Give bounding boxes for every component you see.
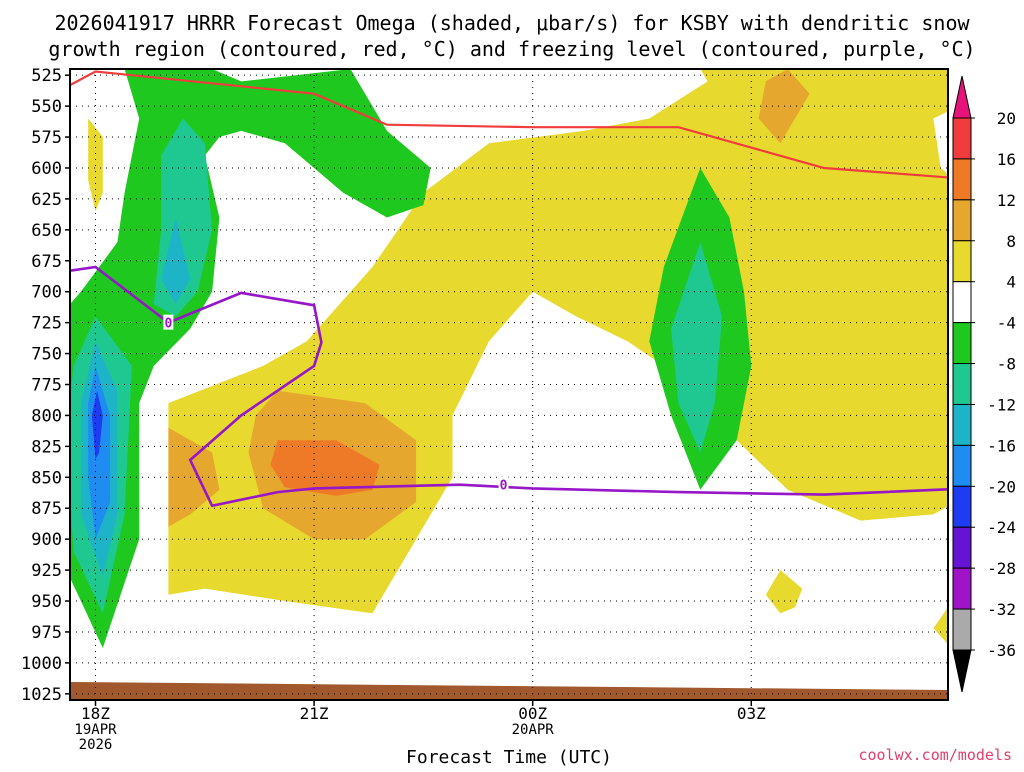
colorbar-swatch-6 <box>952 363 972 405</box>
colorbar-swatch-11 <box>952 567 972 610</box>
y-tick-label-525: 525 <box>31 66 62 86</box>
colorbar-label-2: 12 <box>997 191 1016 210</box>
y-tick-label-625: 625 <box>31 190 62 210</box>
freezing-label-bg-1 <box>498 476 509 492</box>
gridlines <box>70 69 948 700</box>
omega-fill-4-3 <box>765 570 803 614</box>
colorbar-swatch-8 <box>952 444 972 487</box>
y-tick-label-925: 925 <box>31 561 62 581</box>
omega-fill--20-24 <box>91 390 103 459</box>
colorbar-label-3: 8 <box>1006 232 1016 251</box>
chart-title-line2: growth region (contoured, red, °C) and f… <box>48 37 975 61</box>
x-tick-label-6-0: 00Z <box>518 704 547 723</box>
colorbar-swatch-3 <box>952 240 972 283</box>
y-tick-label-650: 650 <box>31 221 62 241</box>
colorbar-swatch-9 <box>952 485 972 528</box>
x-tick-label-6-1: 20APR <box>512 722 555 738</box>
y-tick-label-750: 750 <box>31 345 62 365</box>
y-tick-label-675: 675 <box>31 252 62 272</box>
y-tick-label-1025: 1025 <box>21 685 62 705</box>
y-tick-label-825: 825 <box>31 437 62 457</box>
colorbar-label-7: -12 <box>987 395 1016 414</box>
colorbar-label-4: 4 <box>1006 273 1016 292</box>
colorbar-bottom-arrow <box>952 649 972 693</box>
y-tick-label-700: 700 <box>31 283 62 303</box>
colorbar-label-8: -16 <box>987 436 1016 455</box>
terrain <box>70 682 948 700</box>
x-tick-label-0-2: 2026 <box>79 737 113 753</box>
colorbar-swatch-12 <box>952 608 972 651</box>
terrain-band <box>70 682 948 700</box>
colorbar-label-1: 16 <box>997 150 1016 169</box>
y-tick-label-800: 800 <box>31 406 62 426</box>
colorbar-swatch-2 <box>952 199 972 242</box>
colorbar-top-arrow <box>952 75 972 119</box>
freezing-label-bg-0 <box>163 314 174 330</box>
y-tick-label-875: 875 <box>31 499 62 519</box>
chart-title-line1: 2026041917 HRRR Forecast Omega (shaded, … <box>54 11 970 35</box>
omega-fill-8-5 <box>168 427 220 527</box>
freezing-level-contour <box>70 265 948 508</box>
credit-text: coolwx.com/models <box>858 746 1012 764</box>
x-tick-label-0-1: 19APR <box>74 722 117 738</box>
y-tick-label-975: 975 <box>31 623 62 643</box>
y-axis: 525 550 575 600 625 650 675 700 725 750 775 800 825 8… <box>21 66 70 705</box>
x-axis-label: Forecast Time (UTC) <box>406 747 612 768</box>
colorbar-label-6: -8 <box>997 355 1016 374</box>
freezing-level-label-0: 0 <box>164 317 172 332</box>
x-tick-label-9-0: 03Z <box>737 704 766 723</box>
omega-fill--4-10 <box>70 69 431 648</box>
y-tick-label-775: 775 <box>31 376 62 396</box>
y-tick-label-600: 600 <box>31 159 62 179</box>
y-tick-label-850: 850 <box>31 468 62 488</box>
y-tick-label-900: 900 <box>31 530 62 550</box>
colorbar-swatch-1 <box>952 158 972 201</box>
colorbar-label-11: -28 <box>987 559 1016 578</box>
omega-fill-4-2 <box>88 118 103 212</box>
x-tick-label-3-0: 21Z <box>300 704 329 723</box>
colorbar-swatch-4 <box>952 281 972 324</box>
colorbar-swatch-7 <box>952 403 972 446</box>
y-tick-label-550: 550 <box>31 97 62 117</box>
colorbar-label-9: -20 <box>987 477 1016 496</box>
snow-growth-contour <box>70 70 948 179</box>
omega-fill--8-16 <box>671 242 723 453</box>
colorbar-swatch-5 <box>952 322 972 365</box>
omega-fill-4-4 <box>933 607 948 645</box>
colorbar-label-12: -32 <box>987 600 1016 619</box>
colorbar-label-0: 20 <box>997 109 1016 128</box>
colorbar-label-10: -24 <box>987 518 1016 537</box>
y-tick-label-1000: 1000 <box>21 654 62 674</box>
x-tick-label-0-0: 18Z <box>81 704 110 723</box>
contour-lines: 00 <box>70 70 948 508</box>
colorbar-label-5: -4 <box>997 314 1016 333</box>
omega-fill-12-9 <box>270 440 380 496</box>
y-tick-label-575: 575 <box>31 128 62 148</box>
y-tick-label-950: 950 <box>31 592 62 612</box>
colorbar: 20 16 12 8 4 -4 -8 -12 -16 -20 -24 -28 -32 -36 <box>952 75 1016 693</box>
colorbar-swatch-0 <box>952 117 972 160</box>
colorbar-swatch-10 <box>952 526 972 569</box>
omega-fill--12-19 <box>161 217 191 305</box>
y-tick-label-725: 725 <box>31 314 62 334</box>
colorbar-label-13: -36 <box>987 641 1016 660</box>
freezing-level-label-1: 0 <box>500 479 508 494</box>
